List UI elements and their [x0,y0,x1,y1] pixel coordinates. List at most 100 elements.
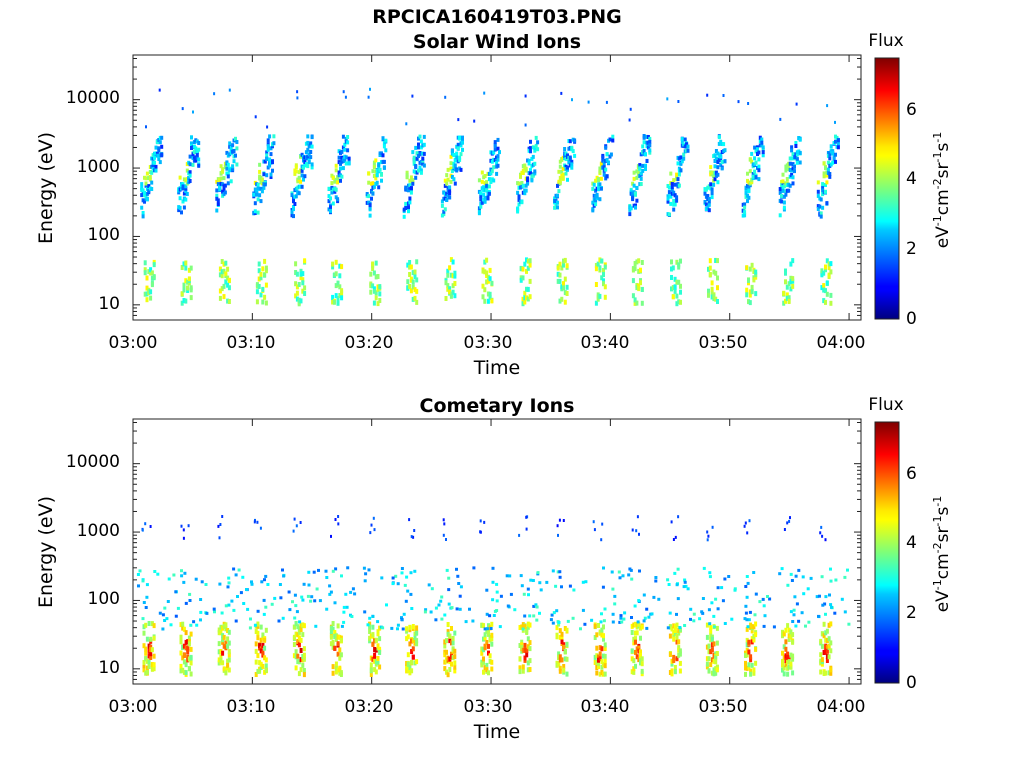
panel-2-cell [498,625,502,629]
panel-1-cell [723,159,727,164]
panel-1-cell [558,179,562,184]
panel-2-cell [334,567,338,571]
panel-1-cell [754,149,758,154]
panel-2-cell [226,643,230,649]
panel-1-cell [824,267,827,273]
panel-1-cell [794,144,798,148]
panel-2-cell [136,573,140,576]
panel-2-cell [295,524,298,528]
panel-2-cell [620,620,624,624]
panel-1-cell [181,184,185,189]
panel-1-cell [160,135,164,140]
panel-1-cell [496,137,500,142]
panel-1-cell [703,191,707,196]
panel-1-xtick-0310: 03:10 [226,333,276,353]
panel-2-xtick-0340: 03:40 [580,697,630,717]
panel-2-cell [536,571,540,575]
panel-2-cell [329,634,333,640]
panel-2-cell [562,664,566,669]
panel-2-cell [820,643,824,649]
panel-2-cell [526,644,530,650]
panel-2-cell [373,652,377,658]
panel-2-cell [141,528,144,532]
panel-1-cell [670,182,674,187]
panel-1-cell [719,139,723,144]
panel-2-cell [654,576,658,579]
panel-2-cell [405,661,409,666]
panel-2-cell [705,634,709,640]
panel-2-cell [621,574,625,578]
panel-2-cell [376,643,380,649]
panel-2-cell [562,667,566,673]
panel-2-cell [602,633,605,639]
panel-1-cell [150,275,154,281]
panel-1-cell [641,144,645,149]
panel-2-cell [529,578,533,582]
panel-2-colorbar-tick-6: 6 [906,464,917,484]
panel-2-cell [611,612,615,616]
panel-1-cell [525,257,528,263]
panel-1-cell [220,286,224,292]
panel-2-cell [396,627,399,631]
panel-2-cell [825,645,829,650]
panel-1-cell [372,288,376,294]
panel-1-cell [710,294,714,300]
panel-1-cell [782,184,786,189]
panel-2-cell [786,659,790,665]
panel-2-cell [342,620,346,624]
panel-1-cell [682,152,686,157]
panel-1-cell [791,278,795,284]
panel-2-cell [843,610,847,614]
panel-1-cell [565,284,569,290]
panel-1-cell [562,285,565,291]
panel-2-cell [297,642,301,648]
panel-1-cell [329,208,332,213]
panel-1-cell [154,168,158,173]
panel-2-cell [639,657,642,663]
panel-2-cell [744,585,748,588]
panel-2-cell [490,632,494,638]
panel-1-cell [229,179,233,184]
panel-2-cell [744,660,747,666]
panel-2-cell [532,614,536,618]
panel-2-cell [819,531,822,535]
panel-2-cell [446,631,450,637]
panel-1-cell [412,159,416,164]
panel-1-cell [306,147,310,152]
panel-1-cell [369,87,371,91]
panel-2-cell [263,637,267,643]
panel-2-cell [186,649,190,655]
panel-2-cell [448,656,452,662]
panel-2-cell [630,630,634,635]
panel-2-cell [180,569,183,573]
panel-2-cell [222,634,226,640]
panel-2-cell [442,518,445,522]
panel-1-cell [483,298,487,304]
panel-2-cell [325,576,329,579]
panel-1-cell [719,162,723,167]
panel-1-cell [339,161,342,166]
panel-1-cell [489,180,493,184]
panel-1-cell [824,183,827,187]
panel-2-cell [394,574,398,578]
panel-2-cell [528,640,532,646]
panel-1-cell [635,259,639,265]
panel-2-cell [791,620,795,623]
panel-2-cell [602,624,605,630]
panel-2-cell [199,610,203,614]
panel-1-cell [822,174,826,179]
panel-1-cell [257,261,261,267]
panel-2-cell [259,665,263,670]
panel-2-cell [301,657,305,663]
panel-2-cell [639,625,642,631]
panel-2-cell [374,659,378,665]
panel-2-cell [464,620,468,624]
panel-1-cell [259,271,263,277]
panel-1-cell [271,168,274,173]
panel-1-cell [258,162,262,167]
panel-2-cell [778,572,782,576]
panel-2-cell [600,538,603,542]
panel-1-cell [635,285,639,291]
panel-2-cell [551,569,555,573]
panel-2-cell [818,594,821,598]
